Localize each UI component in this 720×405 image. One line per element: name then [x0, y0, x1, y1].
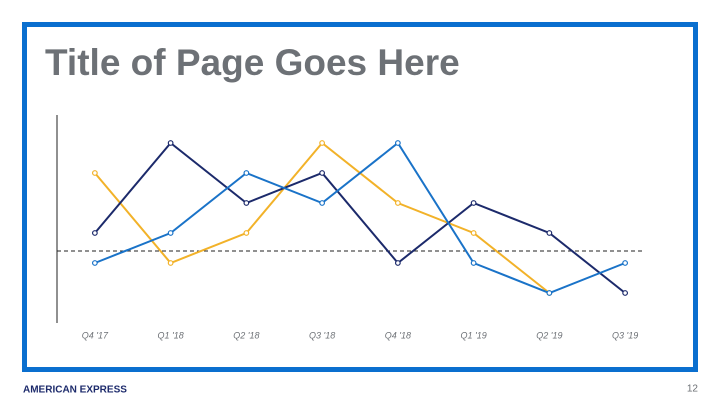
- point-marker: [167, 140, 174, 146]
- series-line: [94, 141, 626, 295]
- page-number: 12: [687, 384, 699, 395]
- point-marker: [470, 230, 477, 236]
- point-marker: [243, 200, 250, 206]
- point-marker: [394, 140, 401, 146]
- x-tick-label: Q2 '19: [536, 330, 562, 340]
- x-tick-label: Q3 '19: [612, 330, 638, 340]
- series-line: [94, 141, 550, 294]
- point-marker: [470, 200, 477, 206]
- point-marker: [394, 200, 401, 206]
- x-tick-label: Q4 '18: [385, 330, 411, 340]
- point-marker: [470, 260, 477, 266]
- point-marker: [319, 170, 326, 176]
- x-tick-label: Q4 '17: [82, 330, 109, 340]
- series-line: [94, 141, 626, 294]
- point-marker: [546, 290, 553, 296]
- x-tick-label: Q3 '18: [309, 330, 335, 340]
- point-marker: [91, 260, 98, 266]
- point-marker: [546, 230, 553, 236]
- x-tick-label: Q1 '19: [461, 330, 487, 340]
- point-marker: [243, 230, 250, 236]
- x-tick-label: Q2 '18: [233, 330, 259, 340]
- x-tick-label: Q1 '18: [158, 330, 184, 340]
- chart-title: Title of Page Goes Here: [45, 42, 460, 83]
- point-marker: [243, 170, 250, 176]
- point-marker: [167, 260, 174, 266]
- point-marker: [394, 260, 401, 266]
- point-marker: [91, 170, 98, 176]
- point-marker: [622, 260, 629, 266]
- point-marker: [319, 200, 326, 206]
- slide-frame: [22, 22, 698, 372]
- point-marker: [622, 290, 629, 296]
- point-marker: [91, 230, 98, 236]
- brand: AMERICAN EXPRESS: [23, 385, 127, 396]
- point-marker: [319, 140, 326, 146]
- point-marker: [167, 230, 174, 236]
